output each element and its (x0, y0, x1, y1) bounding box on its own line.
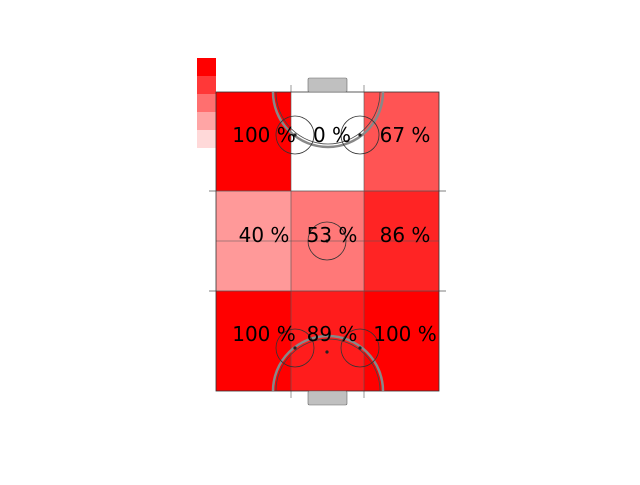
cell-label-r1-c0: 40 % (239, 223, 290, 247)
colorbar (197, 58, 216, 148)
bottom-right-circle (340, 328, 380, 368)
top-d-arc (271, 91, 385, 149)
cell-value-labels: 100 % 0 % 67 % 40 % 53 % 86 % 100 % 89 % 100 % (232, 123, 437, 346)
top-goal (307, 77, 348, 93)
cell-label-r2-c1: 89 % (307, 322, 358, 346)
top-left-spot (293, 133, 297, 137)
colorbar-swatch-3 (197, 112, 216, 130)
heatmap-cell-r0-c2 (364, 92, 439, 191)
heatmap-cell-r2-c2 (364, 291, 439, 391)
colorbar-swatch-2 (197, 94, 216, 112)
cell-label-r2-c0: 100 % (232, 322, 296, 346)
bottom-left-circle (275, 328, 315, 368)
cell-label-r2-c2: 100 % (373, 322, 437, 346)
bottom-center-spot (325, 350, 329, 354)
top-right-circle (340, 115, 380, 155)
cell-label-r0-c0: 100 % (232, 123, 296, 147)
cell-label-r1-c1: 53 % (307, 223, 358, 247)
top-d-arc-inner (275, 91, 381, 145)
bottom-right-spot (358, 346, 362, 350)
center-circle (307, 221, 347, 261)
cell-label-r1-c2: 86 % (380, 223, 431, 247)
top-left-circle (275, 115, 315, 155)
bottom-d-arc-inner (275, 338, 381, 392)
bottom-left-spot (293, 346, 297, 350)
top-right-spot (358, 133, 362, 137)
pitch-markings (209, 77, 446, 406)
bottom-goal (307, 390, 348, 406)
colorbar-swatch-0 (197, 58, 216, 76)
center-spot (325, 239, 329, 243)
colorbar-swatch-1 (197, 76, 216, 94)
cell-label-r0-c2: 67 % (380, 123, 431, 147)
colorbar-swatch-4 (197, 130, 216, 148)
bottom-d-arc (271, 334, 385, 392)
cell-label-r0-c1: 0 % (313, 123, 351, 147)
